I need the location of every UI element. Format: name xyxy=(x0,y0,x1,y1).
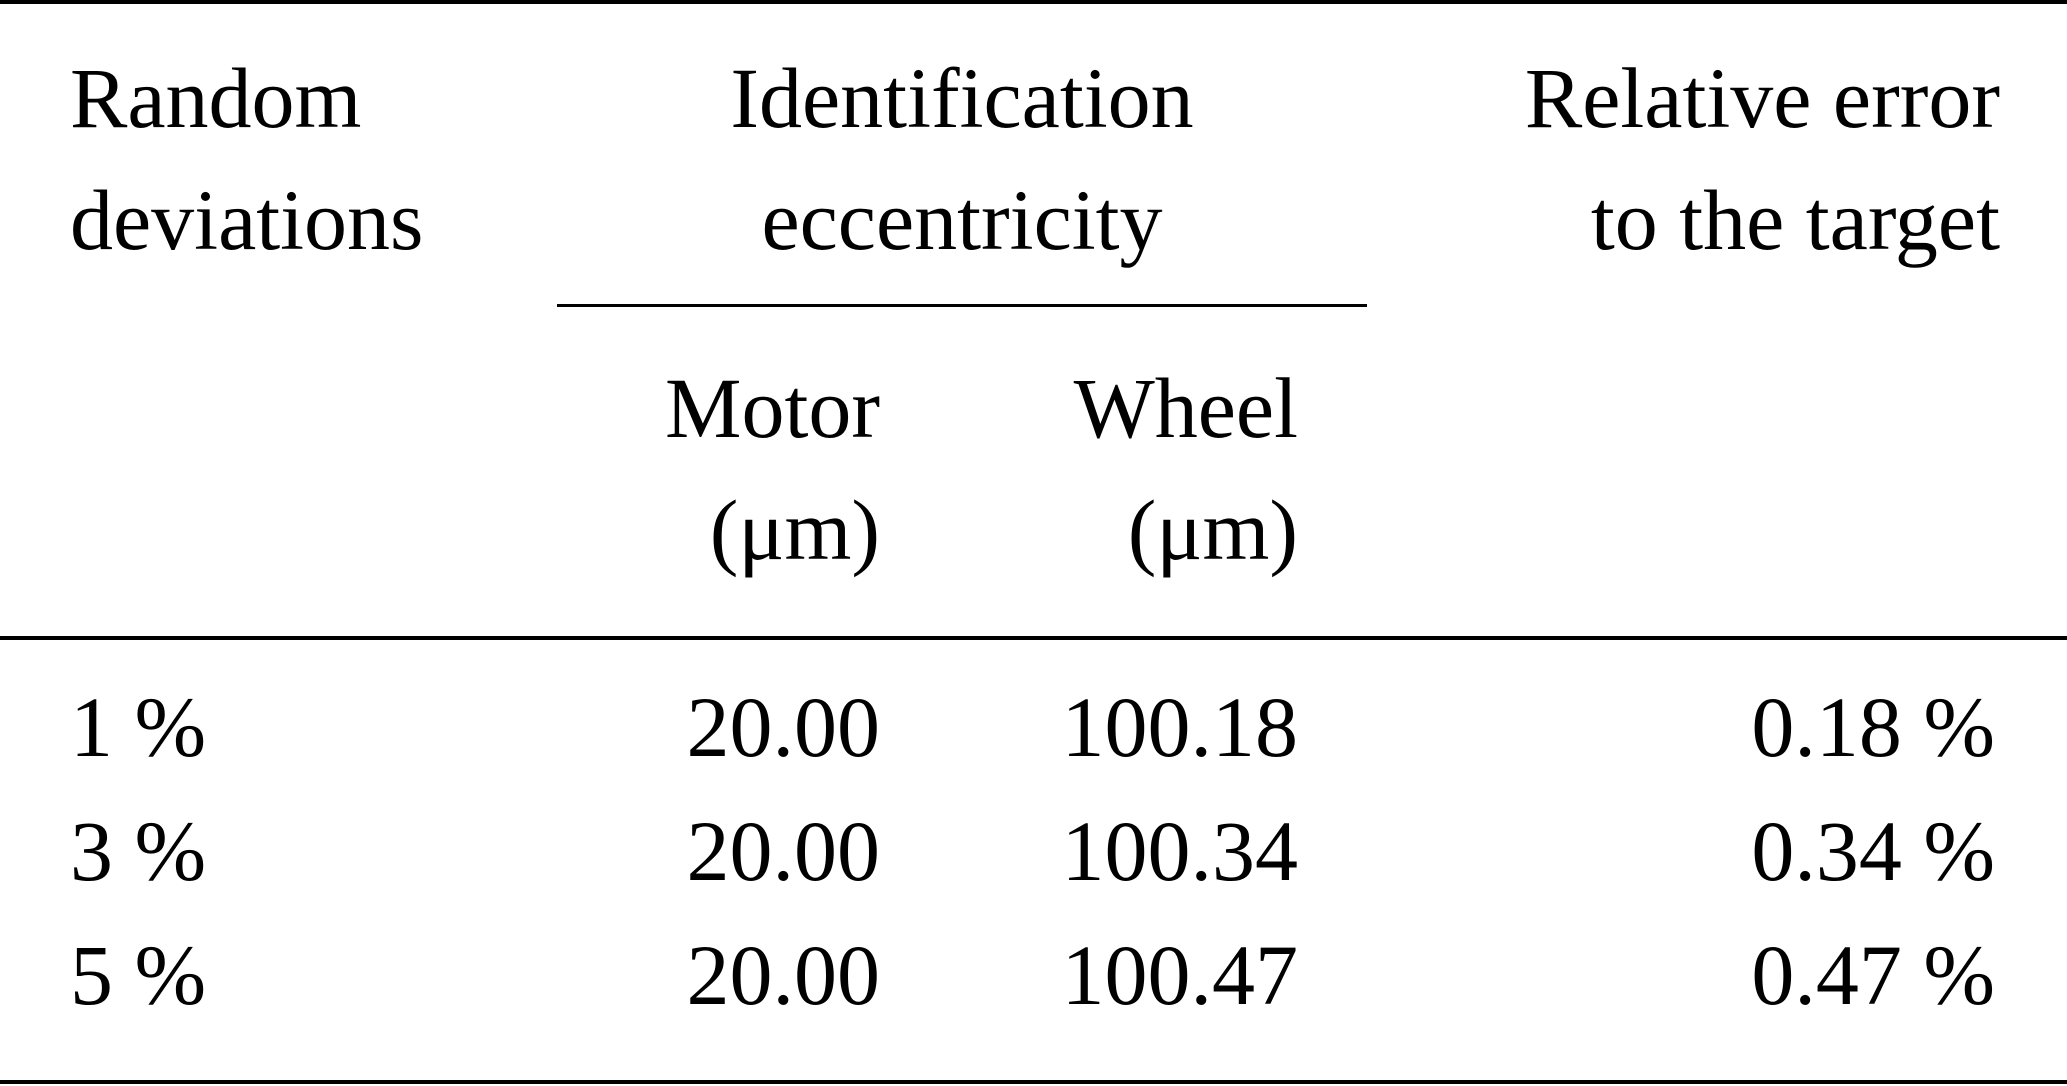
header-random-deviations-line2: deviations xyxy=(70,172,424,268)
subheader-motor-line2: (μm) xyxy=(709,482,880,578)
header-relative-error-line1: Relative error xyxy=(1524,50,2000,146)
group-underline xyxy=(557,304,1367,307)
row-3-motor: 20.00 xyxy=(686,927,881,1023)
row-2-motor: 20.00 xyxy=(686,803,881,899)
bottom-rule xyxy=(0,1080,2067,1084)
header-identification-eccentricity-line2: eccentricity xyxy=(761,172,1163,268)
mid-rule xyxy=(0,636,2067,640)
row-3-deviation: 5 % xyxy=(70,927,207,1023)
row-1-error: 0.18 % xyxy=(1751,679,1995,775)
row-1-wheel: 100.18 xyxy=(1061,679,1299,775)
row-3-error: 0.47 % xyxy=(1751,927,1995,1023)
row-2-wheel: 100.34 xyxy=(1061,803,1299,899)
row-3-wheel: 100.47 xyxy=(1061,927,1299,1023)
subheader-motor-line1: Motor xyxy=(665,360,880,456)
subheader-wheel-line1: Wheel xyxy=(1073,360,1298,456)
row-2-deviation: 3 % xyxy=(70,803,207,899)
header-random-deviations-line1: Random xyxy=(70,50,362,146)
row-2-error: 0.34 % xyxy=(1751,803,1995,899)
row-1-motor: 20.00 xyxy=(686,679,881,775)
top-rule xyxy=(0,0,2067,4)
header-relative-error-line2: to the target xyxy=(1590,172,2000,268)
row-1-deviation: 1 % xyxy=(70,679,207,775)
subheader-wheel-line2: (μm) xyxy=(1127,482,1298,578)
header-identification-eccentricity-line1: Identification xyxy=(730,50,1194,146)
